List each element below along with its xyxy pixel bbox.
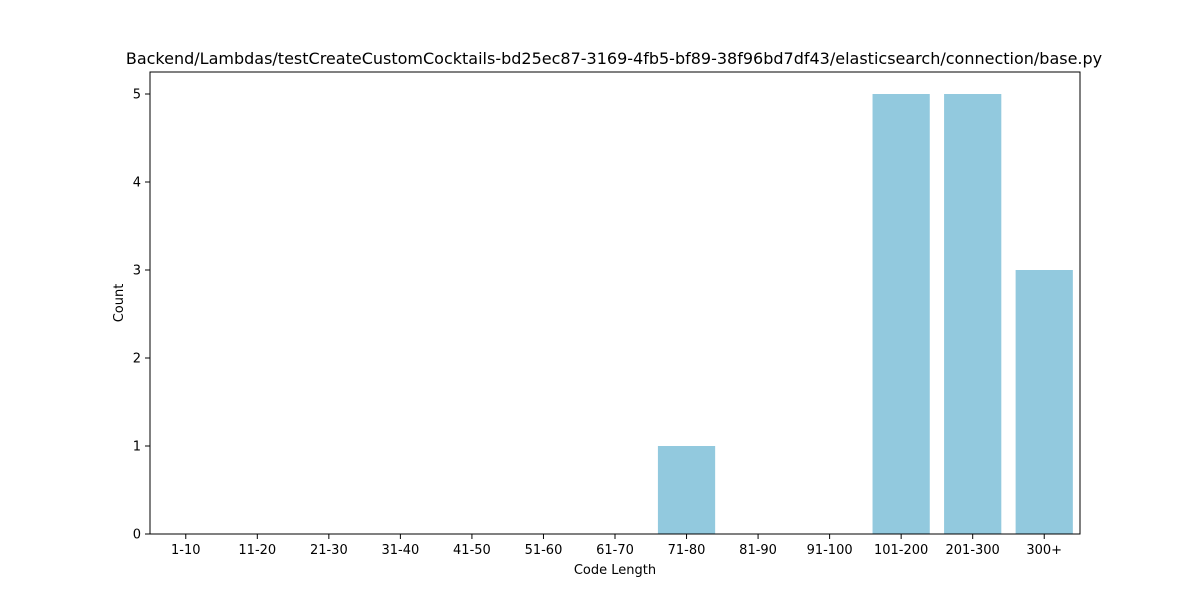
bar-71-80 <box>657 446 716 534</box>
bar-300+ <box>1015 270 1073 534</box>
x-tick-label: 71-80 <box>668 543 706 558</box>
x-tick-label: 1-10 <box>171 543 201 558</box>
x-tick-label: 201-300 <box>946 543 1000 558</box>
x-tick-label: 81-90 <box>739 543 777 558</box>
x-axis: 1-10 11-20 21-30 31-40 41-50 51-60 61-70 71-80 8… <box>171 534 1062 558</box>
x-tick-label: 11-20 <box>238 543 276 558</box>
y-tick-label: 1 <box>133 440 141 455</box>
x-axis-label: Code Length <box>574 563 656 578</box>
chart-title: Backend/Lambdas/testCreateCustomCocktail… <box>126 49 1102 68</box>
y-tick-label: 0 <box>133 528 141 543</box>
y-axis: 0 1 2 3 4 5 <box>133 88 150 543</box>
x-tick-label: 41-50 <box>453 543 491 558</box>
bar-201-300 <box>944 94 1002 534</box>
x-tick-label: 51-60 <box>525 543 563 558</box>
x-tick-label: 91-100 <box>807 543 853 558</box>
y-axis-label: Count <box>112 284 127 323</box>
bars-group <box>657 94 1073 534</box>
x-tick-label: 61-70 <box>596 543 634 558</box>
x-tick-label: 31-40 <box>381 543 419 558</box>
y-tick-label: 5 <box>133 88 141 103</box>
y-tick-label: 2 <box>133 352 141 367</box>
bar-101-200 <box>872 94 930 534</box>
x-tick-label: 300+ <box>1026 543 1062 558</box>
plot-frame <box>149 71 1081 535</box>
y-tick-label: 3 <box>133 264 141 279</box>
y-tick-label: 4 <box>133 176 141 191</box>
x-tick-label: 101-200 <box>874 543 928 558</box>
x-tick-label: 21-30 <box>310 543 348 558</box>
